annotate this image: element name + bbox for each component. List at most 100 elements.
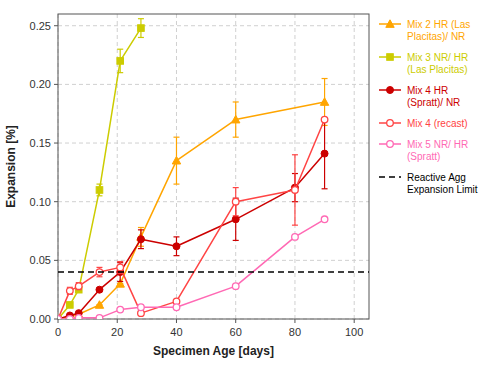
series [58, 272, 369, 273]
error-bar-cap [173, 255, 179, 256]
error-bar [67, 287, 73, 294]
error-bar [76, 283, 82, 290]
series-line [58, 120, 325, 319]
series-line [58, 219, 325, 319]
point [117, 58, 124, 65]
x-tick-label: 40 [170, 326, 182, 338]
y-grid-line [58, 260, 369, 261]
error-bar [173, 237, 179, 256]
point [58, 316, 61, 319]
legend-label: Mix 4 HR(Spratt)/ NR [407, 85, 460, 108]
legend-item: Reactive AggExpansion Limit [379, 172, 478, 195]
legend-item: Mix 3 NR/ HR(Las Placitas) [379, 52, 468, 75]
error-bar-cap [138, 248, 144, 249]
legend-marker [387, 87, 394, 94]
x-tick-label: 0 [55, 326, 61, 338]
point [67, 316, 74, 319]
error-bar [96, 184, 102, 196]
plot-frame [58, 14, 369, 319]
legend-label-line: (Las Placitas) [407, 64, 468, 75]
x-grid-line [294, 14, 295, 319]
legend-label: Mix 3 NR/ HR(Las Placitas) [407, 52, 468, 75]
x-tick [117, 319, 118, 323]
point [138, 304, 145, 311]
legend-item: Mix 4 (recast) [379, 118, 468, 129]
axes: 0204060801000.000.050.100.150.200.25 [30, 14, 369, 338]
error-bar-cap [173, 137, 179, 138]
legend-marker [387, 120, 394, 127]
error-bar-cap [96, 195, 102, 196]
point [67, 302, 74, 309]
y-tick [54, 260, 58, 261]
legend-label-line: Mix 4 HR [407, 85, 448, 96]
error-bar-cap [117, 273, 123, 274]
point [232, 198, 239, 205]
error-bar-cap [292, 154, 298, 155]
legend-item: Mix 5 NR/ HR(Spratt) [379, 139, 468, 162]
point [173, 304, 180, 311]
error-bar-cap [233, 215, 239, 216]
x-grid-line [354, 14, 355, 319]
error-bar-cap [117, 281, 123, 282]
x-grid-line [235, 14, 236, 319]
point [75, 283, 82, 290]
error-bar [138, 230, 144, 249]
error-bar-cap [117, 261, 123, 262]
legend-marker [386, 20, 394, 28]
legend-label-line: Expansion Limit [407, 184, 478, 195]
x-grid-line [176, 14, 177, 319]
legend-label: Mix 5 NR/ HR(Spratt) [407, 139, 468, 162]
y-grid-line [58, 25, 369, 26]
x-tick-label: 60 [230, 326, 242, 338]
error-bar-cap [233, 137, 239, 138]
point [232, 283, 239, 290]
error-bar [322, 118, 328, 188]
point [95, 301, 103, 309]
legend-item: Mix 2 HR (LasPlacitas)/ NR [379, 19, 470, 42]
error-bar [292, 155, 298, 225]
legend-marker [387, 141, 394, 148]
series-line [58, 154, 325, 319]
error-bar-cap [138, 229, 144, 230]
legend-swatch [379, 176, 401, 178]
legend-label-line: Mix 2 HR (Las [407, 19, 470, 30]
error-bar-cap [138, 37, 144, 38]
y-tick [54, 319, 58, 320]
series [58, 116, 328, 319]
legend-label-line: Mix 4 (recast) [407, 118, 468, 129]
point [172, 156, 180, 164]
error-bar-cap [117, 72, 123, 73]
error-bar-cap [138, 227, 144, 228]
legend-label-line: Mix 3 NR/ HR [407, 52, 468, 63]
x-tick-label: 80 [289, 326, 301, 338]
y-axis-title: Expansion [%] [4, 125, 18, 208]
point [96, 187, 103, 194]
legend-label-line: (Spratt)/ NR [407, 97, 460, 108]
point [232, 115, 240, 123]
point [320, 98, 328, 106]
point [117, 264, 124, 271]
y-tick-label: 0.10 [30, 196, 51, 208]
error-bar [233, 188, 239, 216]
error-bar-cap [322, 188, 328, 189]
point [96, 286, 103, 293]
y-tick [54, 201, 58, 202]
y-tick [54, 25, 58, 26]
x-tick-label: 20 [111, 326, 123, 338]
error-bar-cap [233, 187, 239, 188]
x-axis-title: Specimen Age [days] [153, 344, 274, 358]
point [117, 306, 124, 313]
x-tick [58, 319, 59, 323]
y-grid-line [58, 84, 369, 85]
error-bar-cap [173, 236, 179, 237]
point [75, 315, 82, 319]
reference-line [58, 271, 369, 273]
series-line [58, 102, 325, 319]
x-tick [235, 319, 236, 323]
series [58, 19, 144, 319]
grid [58, 14, 369, 319]
point [292, 187, 299, 194]
y-tick-label: 0.05 [30, 254, 51, 266]
point [321, 216, 328, 223]
y-tick-label: 0.15 [30, 137, 51, 149]
